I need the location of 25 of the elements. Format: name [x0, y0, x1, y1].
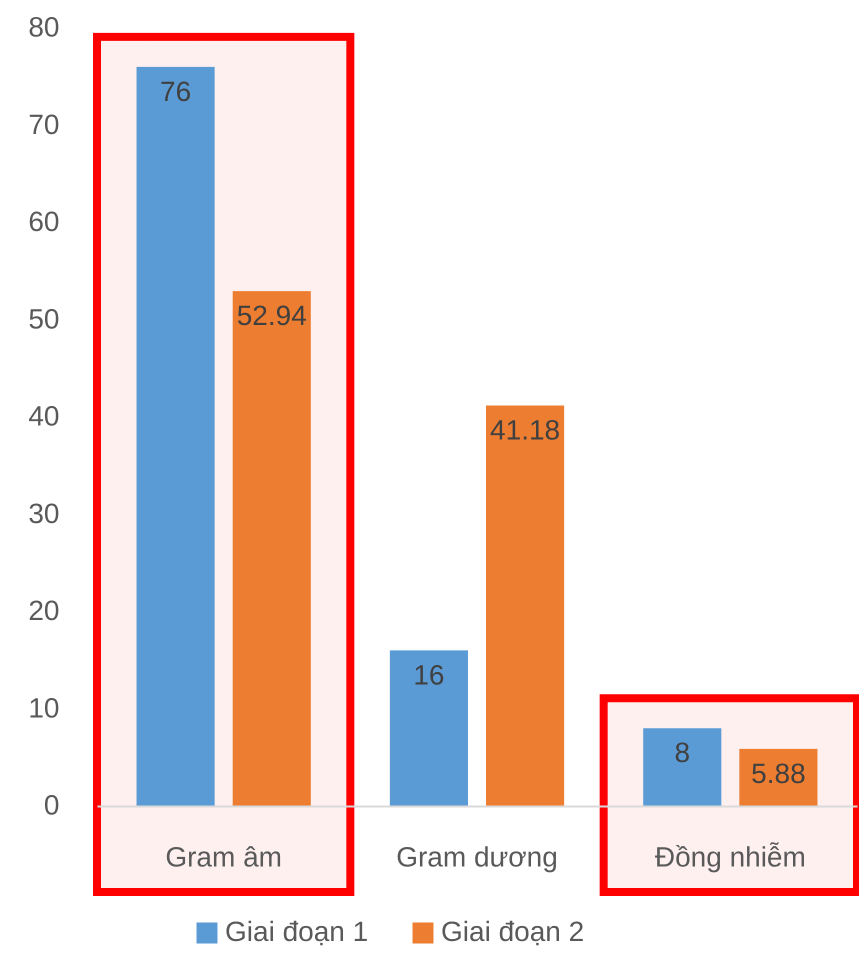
legend-label: Giai đoạn 2 [441, 916, 584, 947]
x-tick-label: Gram âm [165, 842, 282, 872]
y-tick-label: 80 [28, 12, 60, 42]
data-label: 52.94 [236, 300, 307, 332]
legend-label: Giai đoạn 1 [225, 916, 368, 947]
data-label: 8 [674, 737, 690, 768]
y-tick-label: 40 [28, 400, 60, 432]
bar [136, 66, 215, 806]
y-tick-label: 60 [28, 206, 60, 237]
y-tick-label: 20 [28, 595, 60, 626]
data-label: 16 [413, 659, 444, 690]
y-tick-label: 50 [28, 303, 60, 334]
data-label: 76 [160, 76, 192, 107]
y-tick-label: 70 [28, 108, 60, 140]
data-label: 41.18 [490, 414, 560, 446]
x-tick-label: Đồng nhiễm [654, 842, 806, 872]
x-tick-label: Gram dương [396, 842, 558, 872]
bar [390, 650, 468, 806]
bar [486, 406, 564, 806]
data-label: 5.88 [751, 758, 806, 789]
bar [232, 291, 311, 806]
bar [643, 728, 722, 806]
y-tick-label: 30 [28, 498, 60, 529]
y-tick-label: 0 [44, 790, 60, 820]
y-tick-label: 10 [28, 692, 60, 724]
